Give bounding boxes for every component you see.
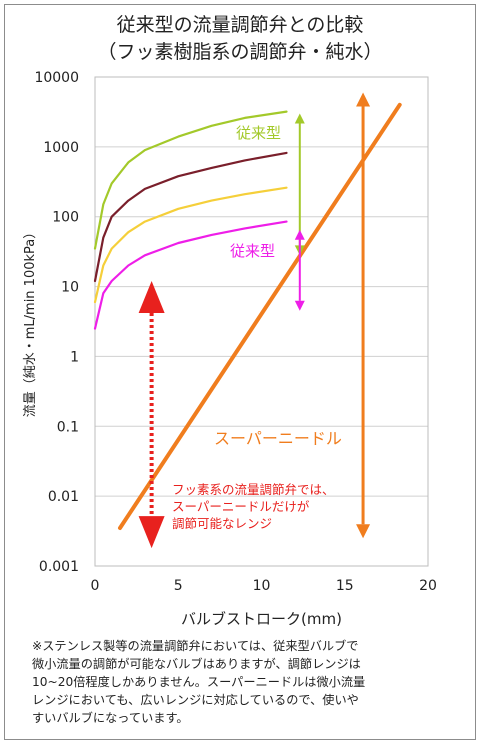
y-tick-label: 0.001 bbox=[39, 559, 79, 575]
annotation-superneedle: スーパーニードル bbox=[214, 429, 342, 448]
annotation-range-note: スーパーニードルだけが bbox=[172, 499, 310, 514]
series-line bbox=[93, 110, 288, 250]
footnote-line: すいバルブになっています。 bbox=[32, 711, 189, 725]
annotation-range-note: 調節可能なレンジ bbox=[172, 516, 272, 531]
series-line bbox=[118, 102, 402, 530]
y-tick-label: 1 bbox=[70, 349, 79, 365]
x-tick-label: 5 bbox=[174, 578, 183, 594]
series-line bbox=[93, 151, 288, 283]
footnote-line: 10~20倍程度しかありません。スーパーニードルは微小流量 bbox=[32, 675, 366, 689]
x-tick-label: 15 bbox=[336, 578, 354, 594]
annotation-conventional-green: 従来型 bbox=[236, 124, 281, 142]
range-arrow-head-up bbox=[294, 113, 305, 124]
figure-frame bbox=[4, 4, 476, 740]
y-tick-label: 0.1 bbox=[57, 419, 79, 435]
range-arrow-head-down bbox=[294, 300, 305, 311]
plot-area bbox=[94, 76, 429, 567]
y-tick-label: 0.01 bbox=[48, 489, 79, 505]
x-axis-label: バルブストローク(mm) bbox=[181, 610, 342, 628]
range-arrow-head-up bbox=[356, 92, 371, 107]
y-tick-label: 1000 bbox=[43, 140, 79, 156]
y-tick-label: 10000 bbox=[34, 70, 79, 86]
y-tick-label: 10 bbox=[61, 280, 79, 296]
annotation-conventional-magenta: 従来型 bbox=[230, 242, 275, 260]
footnote-line: レンジにおいても、広いレンジに対応しているので、使いや bbox=[32, 693, 359, 707]
x-tick-label: 0 bbox=[91, 578, 100, 594]
series-line bbox=[93, 186, 288, 304]
y-tick-label: 100 bbox=[52, 210, 79, 226]
annotation-range-note: フッ素系の流量調節弁では、 bbox=[172, 482, 335, 497]
footnote: ※ステンレス製等の流量調節弁においては、従来型バルブで 微小流量の調節が可能なバ… bbox=[32, 637, 462, 727]
footnote-line: 微小流量の調節が可能なバルブはありますが、調節レンジは bbox=[32, 657, 361, 671]
range-arrow-head-up bbox=[294, 229, 305, 240]
footnote-line: ※ステンレス製等の流量調節弁においては、従来型バルブで bbox=[32, 639, 359, 653]
chart-title: 従来型の流量調節弁との比較 bbox=[116, 14, 364, 36]
y-axis-label: 流量（純水・mL/min 100kPa） bbox=[23, 226, 38, 418]
chart-subtitle: （フッ素樹脂系の調節弁・純水） bbox=[97, 41, 383, 63]
series-line bbox=[93, 220, 288, 330]
x-tick-label: 10 bbox=[253, 578, 271, 594]
range-arrow-head-down bbox=[138, 516, 165, 549]
x-tick-label: 20 bbox=[419, 578, 437, 594]
range-arrow-head-up bbox=[138, 281, 165, 314]
range-arrow-head-down bbox=[356, 524, 371, 539]
